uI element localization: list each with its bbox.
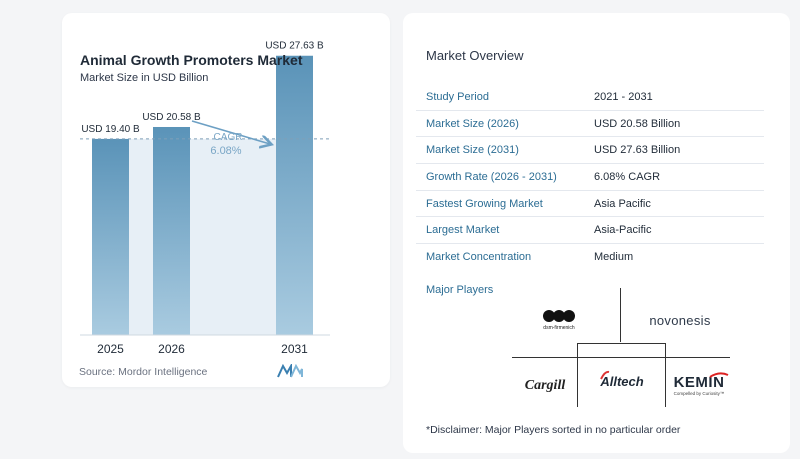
table-row: Growth Rate (2026 - 2031) 6.08% CAGR bbox=[416, 164, 764, 191]
alltech-swoosh-icon bbox=[600, 370, 610, 380]
kemin-label: KEMIN bbox=[673, 374, 725, 391]
row-label: Market Size (2026) bbox=[426, 117, 519, 130]
row-label: Market Size (2031) bbox=[426, 144, 519, 157]
reference-shade bbox=[129, 138, 276, 335]
row-value: USD 20.58 Billion bbox=[594, 117, 681, 130]
row-label: Largest Market bbox=[426, 224, 500, 237]
row-label: Fastest Growing Market bbox=[426, 197, 543, 210]
row-value: Asia Pacific bbox=[594, 197, 651, 210]
row-value: Medium bbox=[594, 251, 634, 264]
row-value: USD 27.63 Billion bbox=[594, 144, 681, 157]
cagr-label: CAGR bbox=[214, 132, 243, 143]
novonesis-logo: novonesis bbox=[640, 310, 720, 330]
grid-divider bbox=[512, 357, 730, 358]
row-label: Market Concentration bbox=[426, 251, 532, 264]
alltech-logo: Alltech bbox=[586, 368, 658, 394]
novonesis-label: novonesis bbox=[649, 312, 711, 328]
cagr-value: 6.08% bbox=[210, 145, 241, 157]
disclaimer-note: *Disclaimer: Major Players sorted in no … bbox=[426, 424, 681, 436]
row-value: 2021 - 2031 bbox=[594, 90, 653, 103]
grid-divider bbox=[665, 343, 666, 407]
data-label-2025: USD 19.40 B bbox=[81, 124, 140, 135]
dsm-firmenich-logo: dsm-firmenich bbox=[527, 306, 591, 334]
cagr-arrow bbox=[191, 120, 270, 144]
kemin-logo: KEMIN Compelled by Curiosity™ bbox=[667, 370, 731, 400]
overview-title: Market Overview bbox=[426, 48, 524, 63]
grid-divider bbox=[577, 343, 578, 407]
grid-divider bbox=[620, 288, 621, 342]
dsm-firmenich-icon bbox=[543, 310, 575, 322]
cargill-logo: Cargill bbox=[519, 375, 571, 397]
row-label: Growth Rate (2026 - 2031) bbox=[426, 170, 557, 183]
chart-subtitle: Market Size in USD Billion bbox=[80, 72, 209, 84]
market-overview-panel bbox=[403, 13, 790, 453]
bar-chart: USD 19.40 B 2025 USD 20.58 B 2026 USD 27.63 … bbox=[80, 41, 330, 356]
bar-2031 bbox=[276, 55, 313, 335]
row-value: Asia-Pacific bbox=[594, 224, 652, 237]
kemin-tagline: Compelled by Curiosity™ bbox=[673, 391, 725, 396]
major-players-title: Major Players bbox=[426, 284, 494, 296]
x-tick-2025: 2025 bbox=[97, 342, 124, 356]
table-row: Market Size (2031) USD 27.63 Billion bbox=[416, 137, 764, 165]
overview-table: Study Period 2021 - 2031 Market Size (202… bbox=[416, 84, 764, 271]
dsm-firmenich-label: dsm-firmenich bbox=[543, 325, 575, 331]
data-label-2026: USD 20.58 B bbox=[142, 112, 201, 123]
row-value: 6.08% CAGR bbox=[594, 170, 661, 183]
source-note: Source: Mordor Intelligence bbox=[79, 366, 208, 378]
bar-2026 bbox=[153, 126, 190, 336]
table-row: Market Concentration Medium bbox=[416, 244, 764, 271]
cargill-label: Cargill bbox=[524, 378, 566, 393]
row-label: Study Period bbox=[426, 90, 489, 103]
table-row: Largest Market Asia-Pacific bbox=[416, 217, 764, 245]
x-tick-2026: 2026 bbox=[158, 342, 185, 356]
bar-2025 bbox=[92, 138, 129, 335]
table-row: Market Size (2026) USD 20.58 Billion bbox=[416, 111, 764, 138]
table-row: Study Period 2021 - 2031 bbox=[416, 84, 764, 111]
alltech-label: Alltech bbox=[600, 373, 644, 389]
data-label-2031: USD 27.63 B bbox=[265, 41, 324, 52]
grid-divider bbox=[577, 343, 665, 344]
chart-title: Animal Growth Promoters Market bbox=[80, 52, 303, 68]
mordor-logo-icon bbox=[277, 364, 303, 378]
x-tick-2031: 2031 bbox=[281, 342, 308, 356]
table-row: Fastest Growing Market Asia Pacific bbox=[416, 191, 764, 218]
kemin-swoosh-icon bbox=[709, 372, 729, 378]
